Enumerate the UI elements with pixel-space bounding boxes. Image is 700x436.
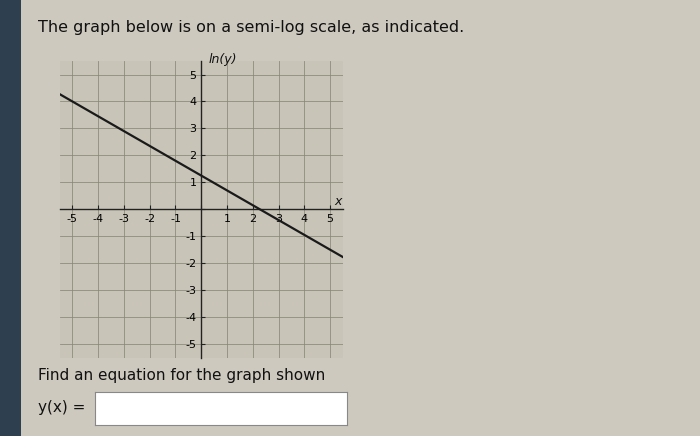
Text: Find an equation for the graph shown: Find an equation for the graph shown [38, 368, 326, 383]
Text: ln(y): ln(y) [209, 54, 237, 66]
Text: The graph below is on a semi-log scale, as indicated.: The graph below is on a semi-log scale, … [38, 20, 465, 34]
Text: x: x [335, 195, 342, 208]
Text: y(x) =: y(x) = [38, 400, 86, 415]
